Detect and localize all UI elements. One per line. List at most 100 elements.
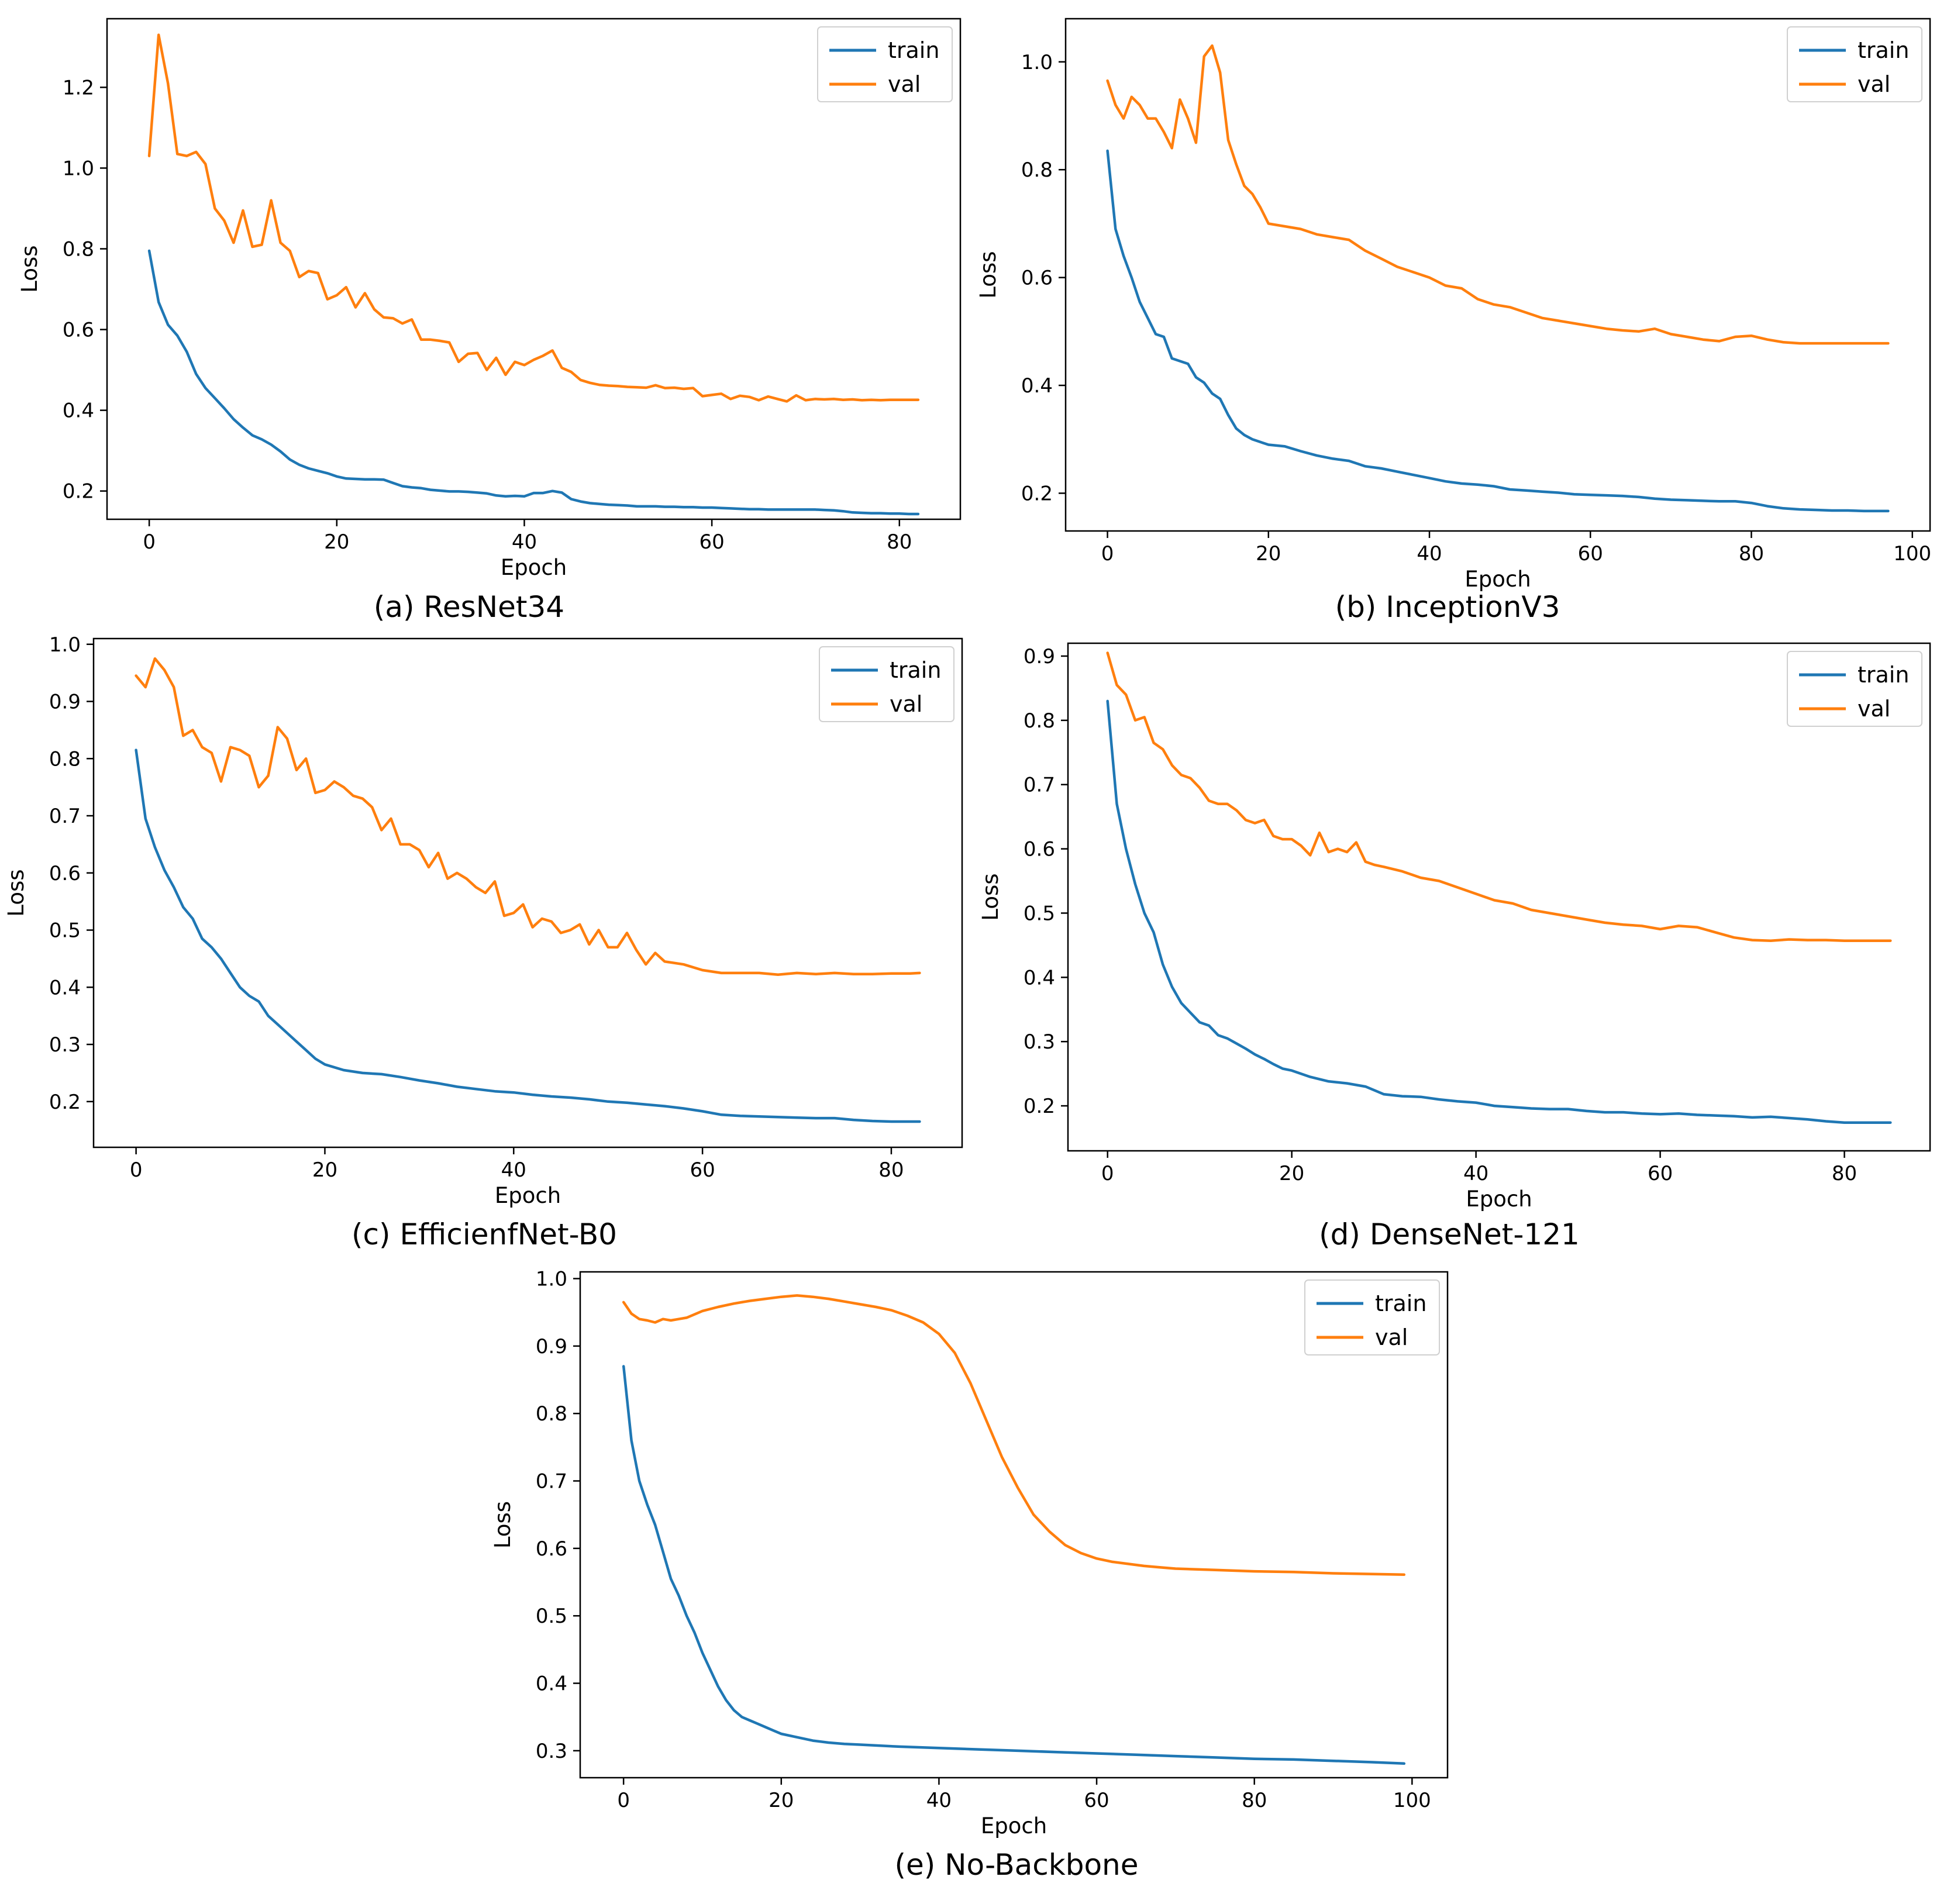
- y-tick-label: 0.9: [536, 1335, 567, 1358]
- chart-4: 0 20 40 60 80 0.2 0.3 0.4 0.5 0.6 0.7 0.8 0.9 Epoch Lo…: [978, 642, 1931, 1251]
- x-tick-label: 100: [1393, 1789, 1431, 1812]
- chart-3: 0 20 40 60 80 0.2 0.3 0.4 0.5 0.6 0.7 0.8 0.9 1.0 Epoc…: [4, 633, 963, 1251]
- plot-frame: [579, 1271, 1449, 1779]
- x-tick-label: 80: [887, 530, 912, 554]
- x-tick-label: 0: [143, 530, 156, 554]
- x-tick-label: 0: [1101, 1162, 1114, 1185]
- y-tick-label: 0.3: [49, 1033, 81, 1057]
- plot-frame: [1067, 642, 1931, 1152]
- series-line-train: [622, 1365, 1406, 1765]
- y-tick-label: 0.9: [49, 691, 81, 714]
- legend-label-train: train: [1375, 1291, 1426, 1316]
- y-tick-label: 0.3: [1024, 1030, 1055, 1054]
- x-tick-label: 20: [769, 1789, 794, 1812]
- legend-label-val: val: [890, 691, 922, 717]
- y-tick-label: 0.2: [1024, 1095, 1055, 1118]
- y-tick-label: 0.6: [536, 1537, 567, 1561]
- y-tick-label: 0.2: [49, 1091, 81, 1114]
- legend: train val: [819, 646, 955, 722]
- y-axis-label: Loss: [490, 1501, 515, 1548]
- series-line-val: [1106, 651, 1892, 942]
- x-tick-label: 80: [1242, 1789, 1267, 1812]
- y-tick-label: 0.8: [1024, 709, 1055, 733]
- y-tick-label: 0.7: [536, 1470, 567, 1493]
- y-tick-label: 0.8: [1021, 158, 1053, 182]
- y-tick-label: 1.0: [1021, 51, 1053, 74]
- y-tick-label: 1.2: [63, 76, 94, 99]
- chart-caption: (c) EfficienfNet-B0: [352, 1217, 617, 1251]
- y-tick-label: 0.4: [536, 1672, 567, 1696]
- chart-5: 0 20 40 60 80 100 0.3 0.4 0.5 0.6 0.7 0.8 0.9 1.0 Epoc…: [490, 1268, 1449, 1882]
- x-tick-label: 100: [1893, 542, 1931, 565]
- y-tick-label: 0.7: [1024, 774, 1055, 797]
- x-tick-label: 40: [1417, 542, 1442, 565]
- y-tick-label: 0.4: [1021, 374, 1053, 398]
- x-tick-label: 40: [1463, 1162, 1488, 1185]
- chart-caption: (b) InceptionV3: [1335, 590, 1560, 624]
- series-line-train: [1106, 149, 1890, 513]
- legend-label-val: val: [1858, 696, 1890, 722]
- y-tick-label: 0.2: [1021, 482, 1053, 505]
- x-tick-label: 0: [1101, 542, 1114, 565]
- y-axis-label: Loss: [17, 245, 42, 292]
- chart-1: 0 20 40 60 80 0.2 0.4 0.6 0.8 1.0 1.2 Epoch Loss trai…: [17, 18, 962, 624]
- y-tick-label: 0.8: [536, 1402, 567, 1426]
- x-axis-label: Epoch: [495, 1183, 561, 1208]
- x-tick-label: 0: [130, 1158, 143, 1182]
- y-tick-label: 1.0: [63, 157, 94, 180]
- y-tick-label: 0.6: [1024, 838, 1055, 861]
- chart-caption: (d) DenseNet-121: [1319, 1217, 1580, 1251]
- x-tick-label: 60: [1084, 1789, 1109, 1812]
- x-tick-label: 60: [690, 1158, 715, 1182]
- x-axis-label: Epoch: [1466, 1186, 1532, 1212]
- legend: train val: [1304, 1279, 1440, 1355]
- legend-label-train: train: [888, 37, 939, 63]
- x-axis-label: Epoch: [501, 555, 567, 580]
- y-tick-label: 0.2: [63, 480, 94, 503]
- x-axis-label: Epoch: [1465, 567, 1531, 592]
- y-tick-label: 1.0: [49, 633, 81, 657]
- x-tick-label: 40: [512, 530, 537, 554]
- chart-caption: (a) ResNet34: [374, 590, 564, 624]
- x-tick-label: 0: [617, 1789, 630, 1812]
- x-tick-label: 20: [1256, 542, 1281, 565]
- legend: train val: [1787, 651, 1922, 727]
- legend-label-val: val: [888, 71, 921, 97]
- y-tick-label: 0.9: [1024, 645, 1055, 668]
- y-axis-label: Loss: [978, 873, 1003, 920]
- series-line-train: [147, 249, 920, 516]
- legend-label-val: val: [1858, 71, 1890, 97]
- x-tick-label: 40: [501, 1158, 526, 1182]
- chart-2: 0 20 40 60 80 100 0.2 0.4 0.6 0.8 1.0 Epoch Loss trai…: [976, 18, 1931, 624]
- y-tick-label: 0.6: [63, 319, 94, 342]
- plot-frame: [1064, 18, 1931, 532]
- x-tick-label: 20: [324, 530, 349, 554]
- series-line-val: [622, 1294, 1406, 1577]
- charts: 0 20 40 60 80 0.2 0.4 0.6 0.8 1.0 1.2 Epoch Loss trai…: [4, 18, 1931, 1882]
- y-tick-label: 0.6: [1021, 267, 1053, 290]
- y-tick-label: 0.5: [1024, 902, 1055, 925]
- legend-label-train: train: [890, 657, 941, 683]
- y-tick-label: 0.8: [63, 237, 94, 261]
- series-line-val: [147, 33, 920, 403]
- x-tick-label: 60: [699, 530, 724, 554]
- legend-label-train: train: [1858, 662, 1909, 688]
- plot-frame: [106, 18, 962, 520]
- legend: train val: [1787, 26, 1922, 102]
- series-line-val: [1106, 44, 1890, 345]
- legend-label-val: val: [1375, 1324, 1408, 1350]
- legend-label-train: train: [1858, 37, 1909, 63]
- y-axis-label: Loss: [4, 869, 29, 916]
- y-tick-label: 0.4: [63, 399, 94, 423]
- x-tick-label: 60: [1648, 1162, 1673, 1185]
- x-tick-label: 80: [1739, 542, 1764, 565]
- y-tick-label: 0.3: [536, 1740, 567, 1763]
- y-tick-label: 0.4: [1024, 966, 1055, 989]
- y-tick-label: 0.4: [49, 976, 81, 999]
- x-tick-label: 20: [1279, 1162, 1304, 1185]
- x-tick-label: 80: [878, 1158, 904, 1182]
- chart-caption: (e) No-Backbone: [894, 1848, 1138, 1882]
- y-tick-label: 1.0: [536, 1268, 567, 1291]
